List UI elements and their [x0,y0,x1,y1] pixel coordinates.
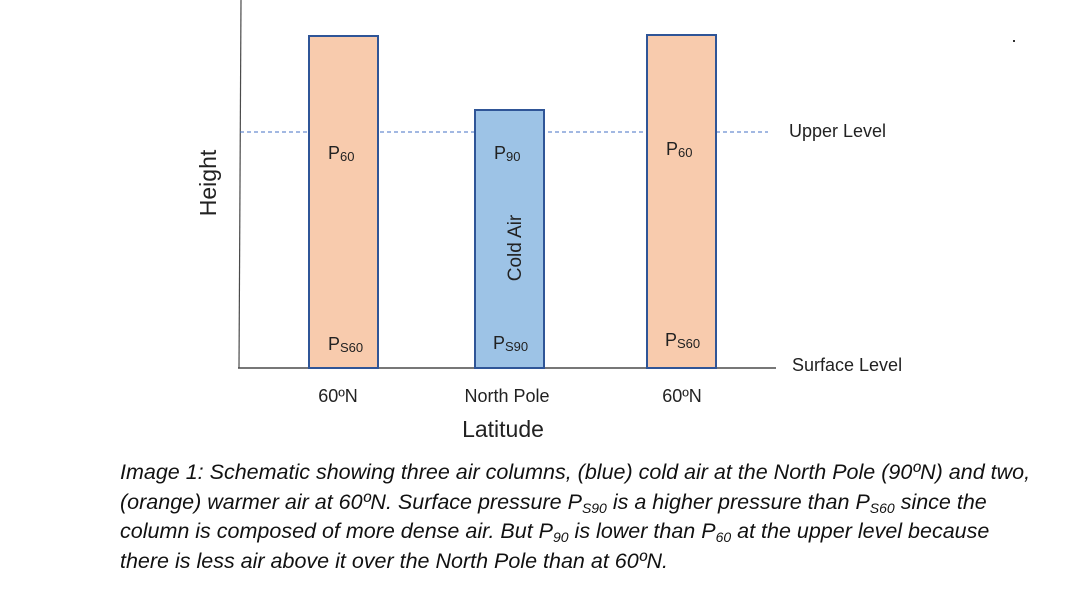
upper-level-label: Upper Level [789,121,886,141]
cold-air-label: Cold Air [505,214,526,281]
x-label-right: 60ºN [662,386,702,406]
y-axis [238,0,242,369]
surface-pressure-label-right: PS60 [665,330,700,351]
x-label-pole: North Pole [464,386,549,406]
figure-caption: Image 1: Schematic showing three air col… [120,460,1031,573]
upper-pressure-label-pole: P90 [494,143,520,164]
cold-column-pole [474,109,545,369]
x-axis-title: Latitude [462,416,544,442]
surface-pressure-label-pole: PS90 [493,333,528,354]
upper-pressure-label-right: P60 [666,139,692,160]
surface-pressure-label-left: PS60 [328,334,363,355]
stray-dot [1013,40,1015,42]
air-column-diagram: P60 P90 P60 PS60 PS90 PS60 Cold Air Uppe… [195,0,902,442]
warm-column-right [646,34,717,369]
upper-pressure-label-left: P60 [328,143,354,164]
x-label-left: 60ºN [318,386,358,406]
y-axis-title: Height [195,149,221,216]
surface-level-label: Surface Level [792,355,902,375]
warm-column-left [308,35,379,369]
